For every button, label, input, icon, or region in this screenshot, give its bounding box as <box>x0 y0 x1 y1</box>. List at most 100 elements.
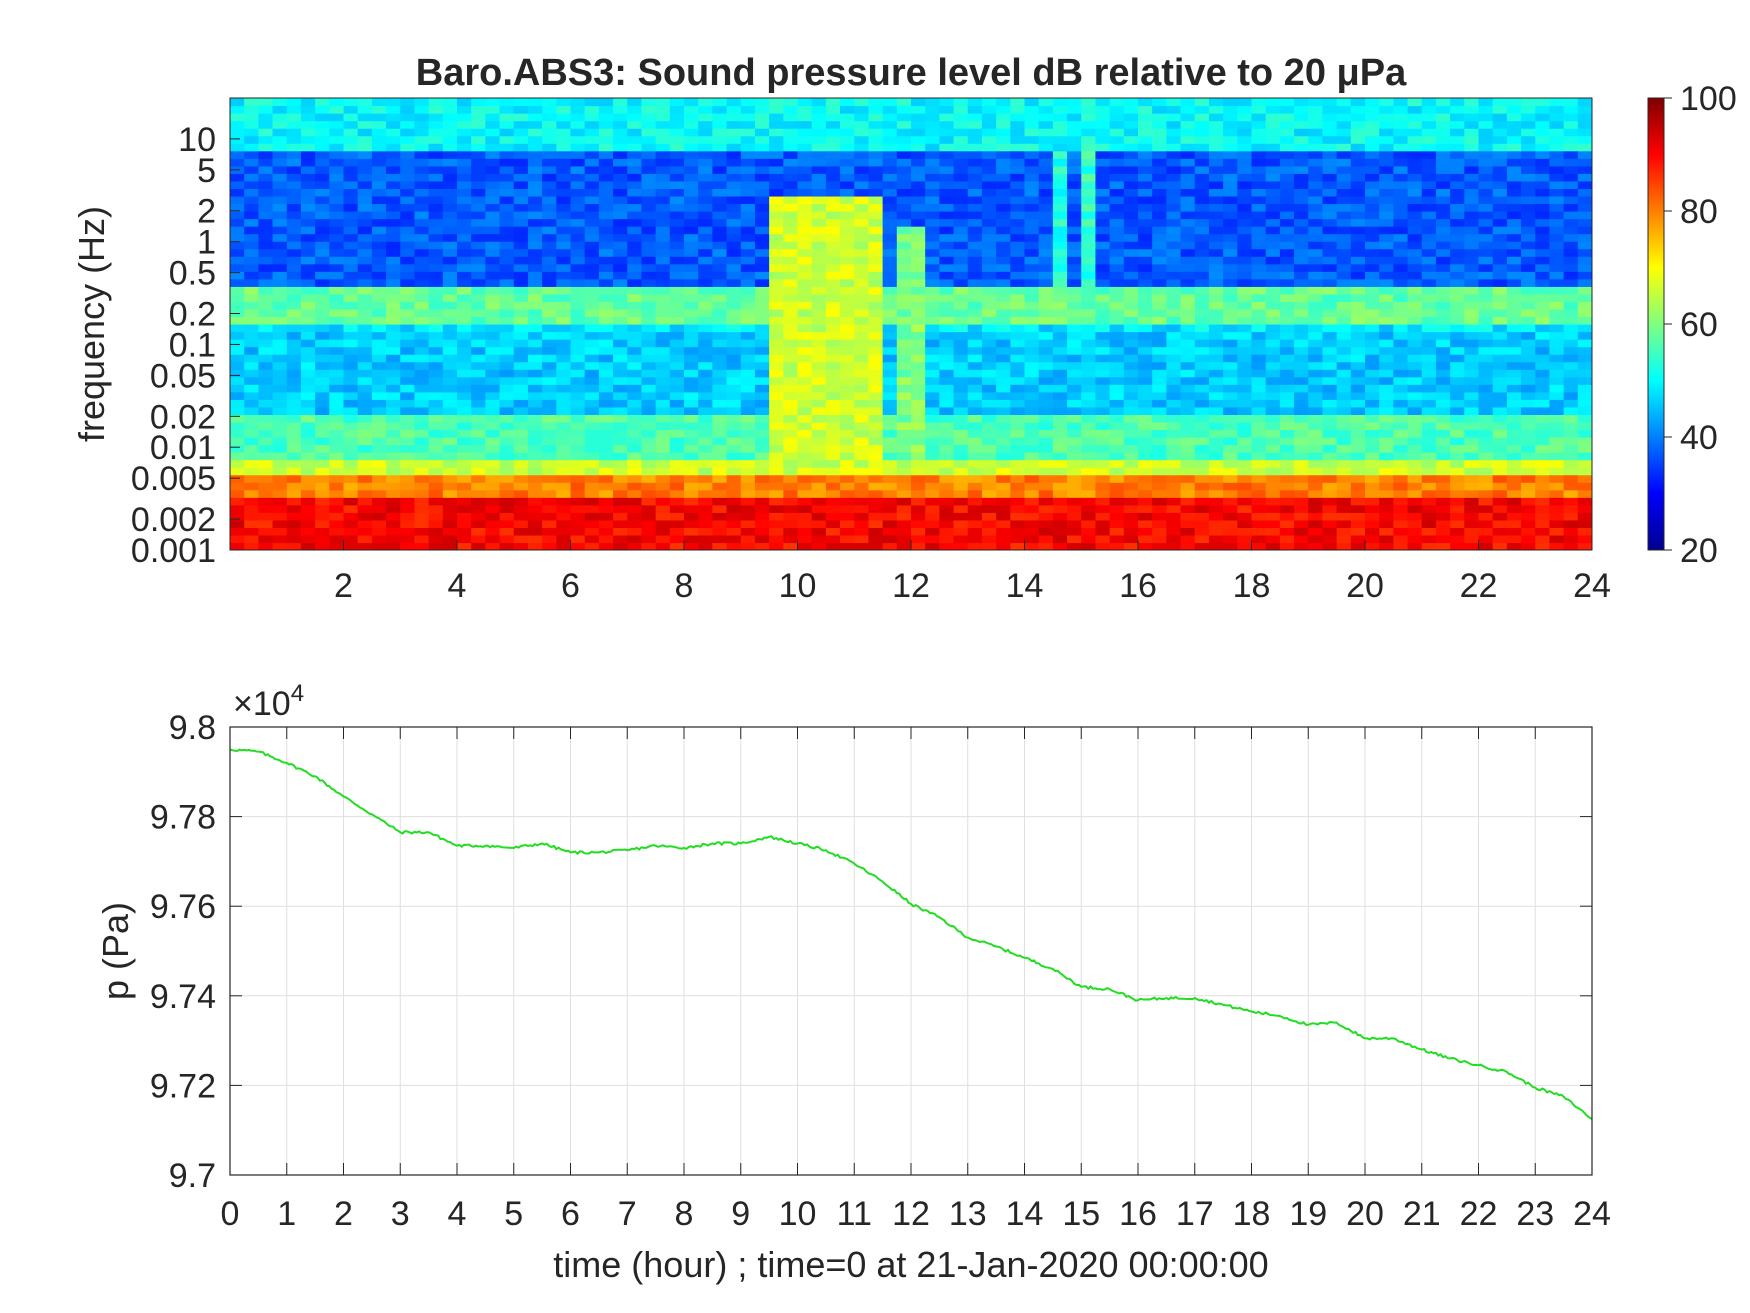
spectrogram-cell <box>357 452 373 461</box>
spectrogram-cell <box>357 361 373 370</box>
spectrogram-cell <box>641 421 657 431</box>
spectrogram-cell <box>1365 399 1380 408</box>
spectrogram-cell <box>428 324 444 333</box>
spectrogram-cell <box>825 263 841 272</box>
spectrogram-cell <box>457 384 472 393</box>
spectrogram-cell <box>967 308 983 318</box>
spectrogram-cell <box>1393 467 1409 476</box>
spectrogram-cell <box>1052 173 1068 182</box>
spectrogram-cell <box>1379 180 1394 189</box>
spectrogram-title: Baro.ABS3: Sound pressure level dB relat… <box>416 52 1407 94</box>
spectrogram-cell <box>1336 218 1352 227</box>
spectrogram-cell <box>811 203 827 212</box>
spectrogram-cell <box>230 534 245 544</box>
spectrogram-cell <box>698 339 713 348</box>
spectrogram-cell <box>386 241 401 250</box>
spectrogram-cell <box>343 482 359 491</box>
spectrogram-cell <box>386 158 401 167</box>
spectrogram-cell <box>1180 218 1196 227</box>
spectrogram-cell <box>1095 301 1111 310</box>
spectrogram-cell <box>230 263 245 272</box>
spectrogram-cell <box>598 331 614 340</box>
spectrogram-cell <box>627 542 643 550</box>
spectrogram-cell <box>1251 384 1267 393</box>
spectrogram-cell <box>740 286 756 295</box>
spectrogram-cell <box>698 316 713 325</box>
spectrogram-cell <box>1322 452 1338 461</box>
spectrogram-cell <box>414 354 430 363</box>
spectrogram-cell <box>1081 241 1097 250</box>
spectrogram-cell <box>1024 391 1040 400</box>
spectrogram-cell <box>1095 391 1111 400</box>
spectrogram-cell <box>1095 467 1111 476</box>
spectrogram-cell <box>655 158 671 167</box>
spectrogram-cell <box>230 308 245 318</box>
spectrogram-cell <box>1279 534 1295 544</box>
spectrogram-cell <box>442 120 458 129</box>
spectrogram-cell <box>896 324 912 333</box>
spectrogram-cell <box>400 527 416 536</box>
spectrogram-cell <box>896 376 912 385</box>
spectrogram-cell <box>1166 339 1182 348</box>
spectrogram-cell <box>485 542 501 550</box>
spectrogram-cell <box>1010 233 1026 242</box>
spectrogram-cell <box>230 301 245 310</box>
spectrogram-cell <box>343 150 359 159</box>
spectrogram-cell <box>627 316 643 325</box>
spectrogram-cell <box>315 444 330 453</box>
spectrogram-cell <box>641 143 657 152</box>
spectrogram-cell <box>527 474 543 483</box>
spectrogram-cell <box>1138 406 1153 415</box>
spectrogram-cell <box>1152 286 1167 295</box>
spectrogram-cell <box>343 414 359 423</box>
spectrogram-cell <box>230 98 245 107</box>
spectrogram-cell <box>428 406 444 415</box>
spectrogram-cell <box>428 278 444 287</box>
spectrogram-cell <box>1081 527 1097 536</box>
spectrogram-cell <box>485 263 501 272</box>
spectrogram-cell <box>1336 354 1352 363</box>
spectrogram-cell <box>911 203 926 212</box>
spectrogram-cell <box>896 226 912 235</box>
spectrogram-cell <box>1166 165 1182 174</box>
spectrogram-cell <box>499 233 515 242</box>
spectrogram-cell <box>698 361 713 370</box>
spectrogram-cell <box>1336 248 1352 257</box>
spectrogram-cell <box>485 421 501 431</box>
spectrogram-cell <box>1393 143 1409 152</box>
spectrogram-cell <box>953 165 969 174</box>
spectrogram-cell <box>1194 459 1210 468</box>
spectrogram-cell <box>996 444 1011 453</box>
spectrogram-cell <box>840 504 855 513</box>
spectrogram-cell <box>712 150 728 159</box>
spectrogram-cell <box>1152 406 1167 415</box>
spectrogram-cell <box>641 226 657 235</box>
spectrogram-cell <box>740 195 756 205</box>
spectrogram-cell <box>1067 135 1082 144</box>
spectrogram-cell <box>598 293 614 302</box>
spectrogram-cell <box>272 504 288 513</box>
spectrogram-cell <box>1223 135 1238 144</box>
spectrogram-cell <box>1265 384 1281 393</box>
spectrogram-cell <box>1223 128 1238 137</box>
spectrogram-cell <box>1322 384 1338 393</box>
spectrogram-cell <box>1180 406 1196 415</box>
spectrogram-cell <box>357 406 373 415</box>
spectrogram-cell <box>1038 218 1054 227</box>
spectrogram-cell <box>230 459 245 468</box>
spectrogram-cell <box>371 180 387 189</box>
spectrogram-cell <box>570 173 586 182</box>
spectrogram-cell <box>953 98 969 107</box>
spectrogram-cell <box>300 113 316 122</box>
spectrogram-cell <box>244 120 259 129</box>
spectrogram-cell <box>1208 218 1224 227</box>
spectrogram-cell <box>1350 203 1366 212</box>
spectrogram-cell <box>854 534 870 544</box>
spectrogram-cell <box>613 324 628 333</box>
spectrogram-cell <box>1322 429 1338 438</box>
spectrogram-cell <box>1052 489 1068 498</box>
spectrogram-cell <box>1308 512 1324 521</box>
spectrogram-cell <box>315 512 330 521</box>
spectrogram-cell <box>442 391 458 400</box>
spectrogram-cell <box>797 188 813 197</box>
